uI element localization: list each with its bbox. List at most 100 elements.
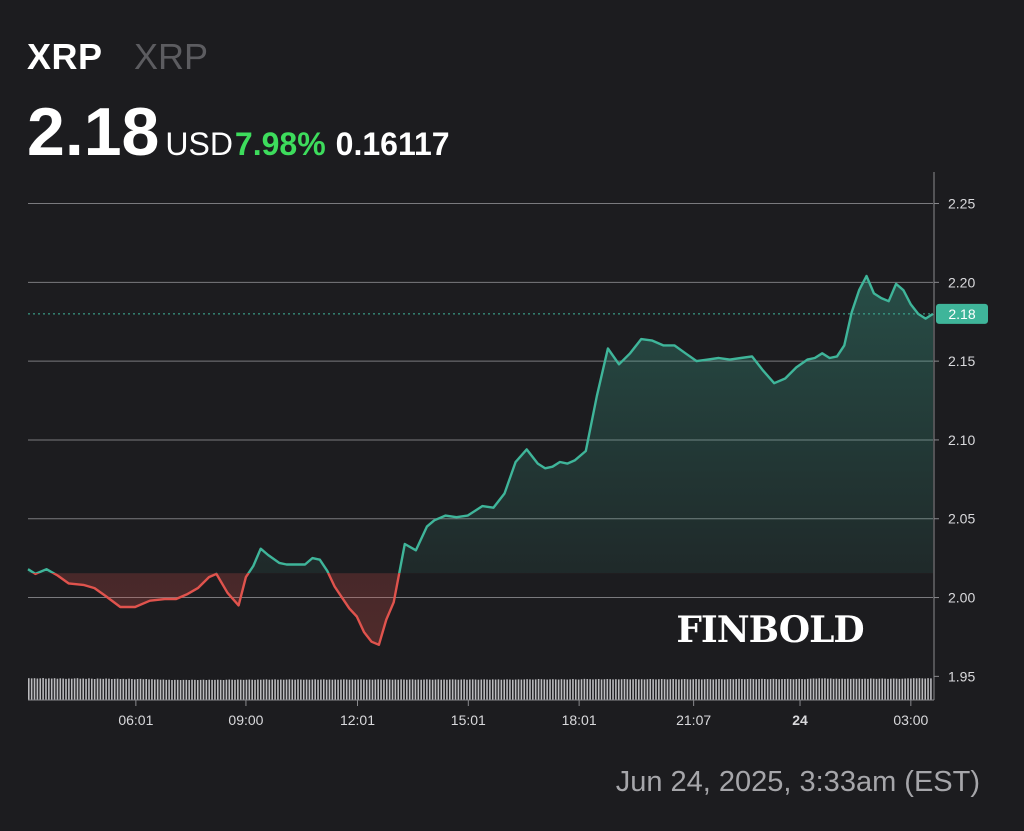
volume-bar bbox=[623, 679, 626, 700]
volume-bar bbox=[145, 679, 147, 700]
volume-bar bbox=[179, 680, 182, 700]
volume-bar bbox=[821, 678, 823, 700]
volume-bar bbox=[53, 678, 56, 700]
volume-bar bbox=[285, 679, 288, 700]
volume-bar bbox=[806, 678, 809, 700]
volume-bar bbox=[228, 679, 231, 700]
volume-bar bbox=[529, 679, 531, 700]
volume-bar bbox=[254, 679, 256, 700]
volume-bar bbox=[746, 679, 749, 700]
volume-bar bbox=[42, 678, 44, 700]
volume-bar bbox=[549, 679, 551, 700]
volume-bar bbox=[595, 679, 597, 700]
volume-bar bbox=[431, 679, 434, 700]
volume-bar bbox=[494, 679, 497, 700]
current-price-label: 2.18 bbox=[948, 306, 975, 322]
volume-bar bbox=[649, 679, 652, 700]
volume-bar bbox=[878, 678, 881, 700]
volume-bars bbox=[28, 678, 932, 700]
volume-bar bbox=[383, 679, 385, 700]
volume-bar bbox=[620, 679, 623, 700]
volume-bar bbox=[712, 679, 715, 700]
volume-bar bbox=[532, 679, 534, 700]
volume-bar bbox=[477, 679, 480, 700]
volume-bar bbox=[151, 679, 153, 700]
volume-bar bbox=[99, 678, 102, 700]
volume-bar bbox=[617, 679, 620, 700]
volume-bar bbox=[743, 679, 746, 700]
volume-bar bbox=[554, 679, 557, 700]
volume-bar bbox=[789, 679, 792, 700]
volume-bar bbox=[701, 679, 703, 700]
volume-bar bbox=[890, 678, 892, 700]
volume-bar bbox=[314, 679, 316, 700]
volume-bar bbox=[242, 679, 245, 700]
volume-bar bbox=[569, 679, 571, 700]
volume-bar bbox=[695, 679, 697, 700]
volume-bar bbox=[322, 679, 325, 700]
volume-bar bbox=[199, 679, 202, 700]
volume-bar bbox=[348, 679, 351, 700]
x-tick-label: 09:00 bbox=[228, 712, 263, 728]
volume-bar bbox=[523, 679, 526, 700]
volume-bar bbox=[105, 678, 107, 700]
volume-bar bbox=[847, 678, 849, 700]
volume-bar bbox=[79, 678, 82, 700]
volume-bar bbox=[196, 680, 199, 700]
volume-bar bbox=[887, 678, 889, 700]
volume-bar bbox=[265, 679, 268, 700]
volume-bar bbox=[855, 678, 858, 700]
volume-bar bbox=[895, 678, 898, 700]
volume-bar bbox=[294, 679, 296, 700]
volume-bar bbox=[804, 679, 806, 700]
volume-bar bbox=[59, 678, 62, 700]
volume-bar bbox=[577, 679, 580, 700]
y-tick-label: 2.10 bbox=[948, 432, 975, 448]
volume-bar bbox=[678, 679, 680, 700]
volume-bar bbox=[380, 679, 382, 700]
current-price-tag bbox=[936, 303, 988, 324]
volume-bar bbox=[291, 679, 294, 700]
price-row: 2.18 USD 7.98% 0.16117 bbox=[27, 96, 450, 166]
volume-bar bbox=[176, 679, 179, 700]
volume-bar bbox=[102, 678, 105, 700]
volume-bar bbox=[546, 679, 548, 700]
change-absolute: 0.16117 bbox=[335, 126, 450, 162]
volume-bar bbox=[56, 678, 59, 700]
volume-bar bbox=[188, 680, 190, 700]
volume-bar bbox=[351, 679, 354, 700]
volume-bar bbox=[749, 678, 752, 700]
volume-bar bbox=[222, 680, 225, 700]
x-tick-label: 24 bbox=[792, 712, 808, 728]
volume-bar bbox=[208, 679, 211, 700]
volume-bar bbox=[91, 678, 93, 700]
volume-bar bbox=[778, 679, 780, 700]
volume-bar bbox=[165, 679, 168, 700]
x-tick-label: 12:01 bbox=[340, 712, 375, 728]
volume-bar bbox=[663, 679, 666, 700]
volume-bar bbox=[36, 678, 39, 700]
volume-bar bbox=[205, 680, 208, 700]
volume-bar bbox=[912, 678, 915, 700]
volume-bar bbox=[526, 679, 528, 700]
volume-bar bbox=[612, 679, 614, 700]
volume-bar bbox=[910, 678, 912, 700]
volume-bar bbox=[288, 679, 291, 700]
volume-bar bbox=[772, 678, 775, 700]
volume-bar bbox=[174, 679, 176, 700]
volume-bar bbox=[867, 678, 869, 700]
volume-bar bbox=[113, 678, 116, 700]
volume-bar bbox=[30, 678, 33, 700]
volume-bar bbox=[835, 678, 838, 700]
volume-bar bbox=[575, 679, 577, 700]
volume-bar bbox=[718, 679, 720, 700]
volume-bar bbox=[311, 679, 314, 700]
volume-bar bbox=[397, 679, 400, 700]
volume-bar bbox=[148, 679, 150, 700]
volume-bar bbox=[237, 679, 239, 700]
y-tick-label: 1.95 bbox=[948, 668, 975, 684]
volume-bar bbox=[463, 679, 465, 700]
volume-bar bbox=[280, 679, 282, 700]
volume-bar bbox=[486, 679, 488, 700]
y-tick-label: 2.15 bbox=[948, 353, 975, 369]
